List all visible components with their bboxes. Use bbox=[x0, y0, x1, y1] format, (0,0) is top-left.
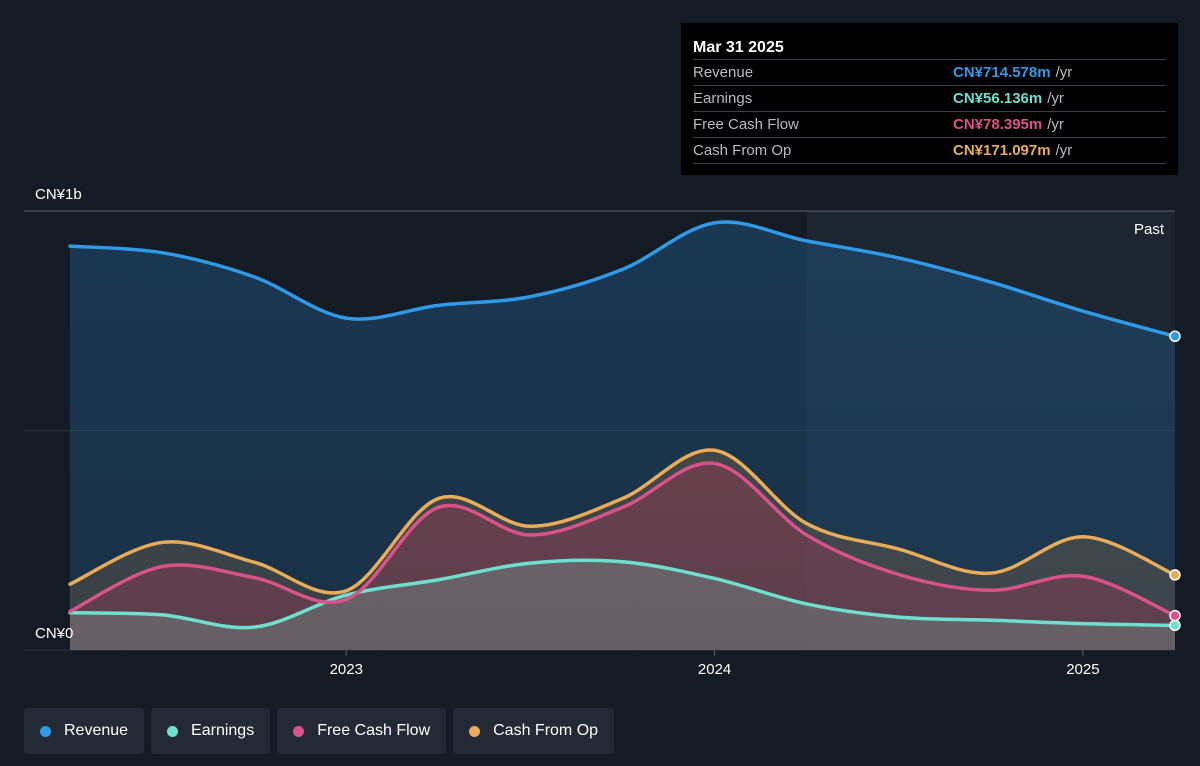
tooltip-unit: /yr bbox=[1047, 90, 1064, 107]
legend-label: Cash From Op bbox=[493, 722, 599, 739]
tooltip-row-cash-from-op: Cash From Op CN¥171.097m /yr bbox=[693, 137, 1166, 164]
legend-label: Free Cash Flow bbox=[317, 722, 431, 739]
tooltip-row-earnings: Earnings CN¥56.136m /yr bbox=[693, 85, 1166, 111]
tooltip-label: Free Cash Flow bbox=[693, 116, 799, 133]
tooltip: Mar 31 2025 Revenue CN¥714.578m /yr Earn… bbox=[681, 23, 1178, 175]
tooltip-value: CN¥78.395m bbox=[953, 116, 1043, 133]
legend-item-earnings[interactable]: Earnings bbox=[151, 708, 271, 754]
legend-dot-icon bbox=[293, 725, 305, 737]
legend-item-cash-from-op[interactable]: Cash From Op bbox=[453, 708, 615, 754]
end-point-free-cash-flow[interactable] bbox=[1169, 609, 1181, 622]
tooltip-row-free-cash-flow: Free Cash Flow CN¥78.395m /yr bbox=[693, 111, 1166, 137]
end-point-cash-from-op[interactable] bbox=[1169, 569, 1181, 581]
line-free-cash-flow bbox=[68, 461, 1177, 618]
line-earnings bbox=[68, 558, 1177, 630]
line-cash-from-op bbox=[68, 448, 1177, 595]
legend-dot-icon bbox=[40, 725, 51, 737]
chart: CN¥1b CN¥0 2023 2024 2025 Past bbox=[24, 186, 1181, 678]
past-label: Past bbox=[1134, 221, 1165, 238]
tooltip-unit: /yr bbox=[1055, 64, 1073, 81]
area-earnings bbox=[70, 560, 1175, 650]
tooltip-label: Revenue bbox=[693, 64, 754, 81]
tooltip-unit: /yr bbox=[1047, 116, 1064, 133]
legend-dot-icon bbox=[469, 725, 481, 737]
y-tick-label: CN¥0 bbox=[35, 625, 73, 642]
tooltip-label: Cash From Op bbox=[693, 142, 792, 159]
legend-label: Revenue bbox=[64, 722, 129, 739]
x-tick-label: 2025 bbox=[1066, 661, 1099, 678]
y-tick-label: CN¥1b bbox=[35, 186, 82, 203]
tooltip-label: Earnings bbox=[693, 90, 753, 107]
end-point-earnings[interactable] bbox=[1169, 619, 1181, 632]
tooltip-value: CN¥714.578m bbox=[953, 64, 1051, 81]
legend: Revenue Earnings Free Cash Flow Cash Fro… bbox=[24, 708, 615, 754]
legend-label: Earnings bbox=[191, 722, 255, 739]
x-tick-label: 2024 bbox=[698, 661, 731, 678]
legend-dot-icon bbox=[167, 725, 179, 737]
line-revenue bbox=[68, 220, 1177, 339]
tooltip-unit: /yr bbox=[1055, 142, 1073, 159]
tooltip-row-revenue: Revenue CN¥714.578m /yr bbox=[693, 59, 1166, 85]
x-tick-label: 2023 bbox=[330, 661, 363, 678]
end-point-revenue[interactable] bbox=[1169, 330, 1181, 343]
legend-item-free-cash-flow[interactable]: Free Cash Flow bbox=[277, 708, 447, 754]
area-revenue bbox=[70, 222, 1175, 650]
tooltip-value: CN¥171.097m bbox=[953, 142, 1051, 159]
tooltip-date: Mar 31 2025 bbox=[693, 39, 784, 56]
legend-item-revenue[interactable]: Revenue bbox=[24, 708, 145, 754]
tooltip-value: CN¥56.136m bbox=[953, 90, 1043, 107]
